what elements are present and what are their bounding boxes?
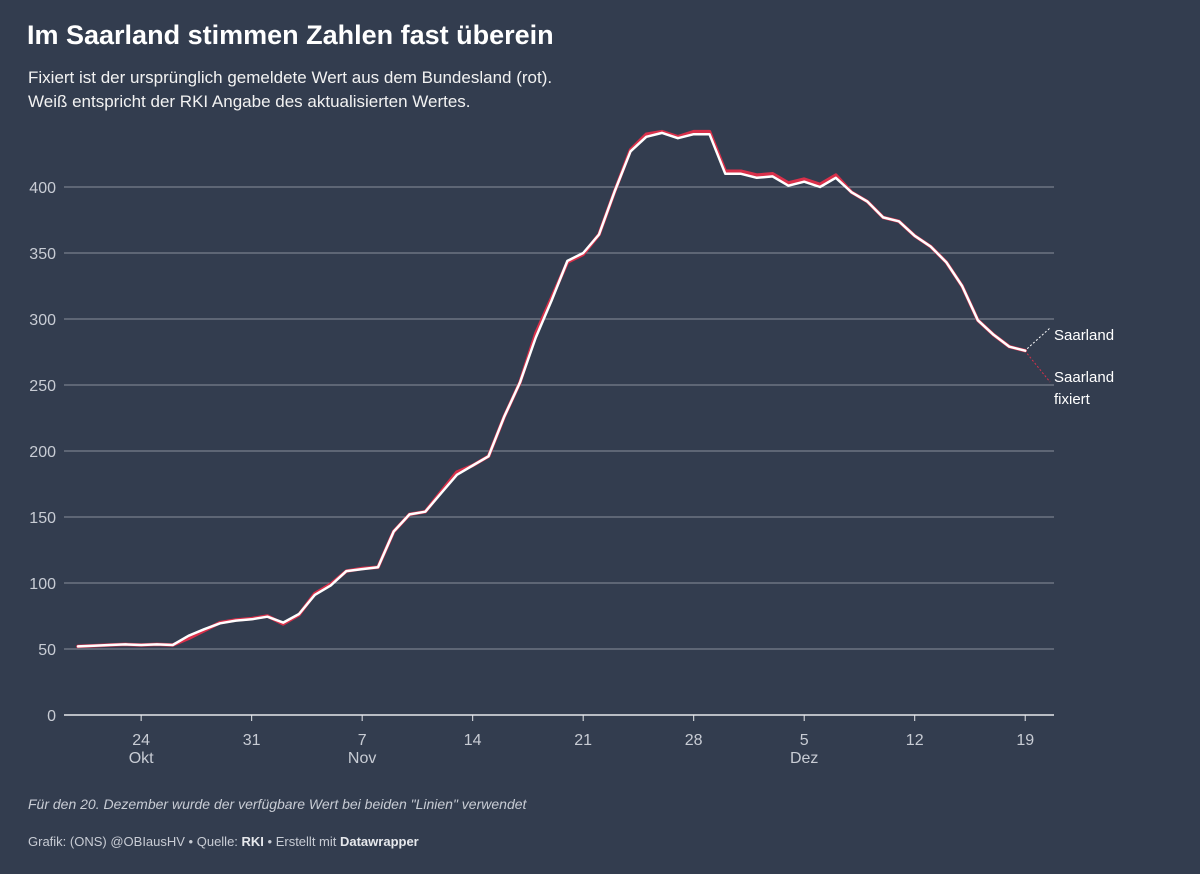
series-label-saarland-fixiert-line1: Saarland [1054, 369, 1114, 386]
x-tick-label-28: 28 [685, 732, 703, 749]
y-tick-label-200: 200 [29, 444, 56, 461]
x-tick-label-24: 24 [132, 732, 150, 749]
x-tick-month-Dez: Dez [790, 750, 818, 767]
label-leader-saarland [1026, 327, 1051, 350]
y-tick-label-50: 50 [38, 642, 56, 659]
x-tick-month-Okt: Okt [129, 750, 154, 767]
footer-tool[interactable]: Datawrapper [339, 834, 419, 849]
y-tick-label-250: 250 [29, 378, 56, 395]
series-line-saarland-fixiert [76, 129, 1027, 649]
series-line-saarland [76, 131, 1027, 648]
chart-footer: Grafik: (ONS) @OBIausHV • Quelle: RKI • … [28, 834, 419, 849]
subtitle-line-1: Fixiert ist der ursprünglich gemeldete W… [28, 68, 553, 87]
subtitle-line-2: Weiß entspricht der RKI Angabe des aktua… [28, 92, 471, 111]
x-tick-label-19: 19 [1016, 732, 1034, 749]
label-leader-saarland-fixiert [1026, 353, 1051, 383]
x-tick-label-12: 12 [906, 732, 924, 749]
chart-subtitle: Fixiert ist der ursprünglich gemeldete W… [28, 66, 1028, 114]
y-tick-label-150: 150 [29, 510, 56, 527]
footer-made-with: • Erstellt mit [263, 834, 340, 849]
y-tick-label-400: 400 [29, 180, 56, 197]
y-tick-label-350: 350 [29, 246, 56, 263]
y-tick-label-100: 100 [29, 576, 56, 593]
series-label-saarland-fixiert-line2: fixiert [1054, 391, 1091, 408]
x-tick-month-Nov: Nov [348, 750, 376, 767]
x-tick-label-7: 7 [358, 732, 367, 749]
chart-note: Für den 20. Dezember wurde der verfügbar… [28, 796, 527, 812]
x-tick-label-5: 5 [800, 732, 809, 749]
footer-source[interactable]: RKI [241, 834, 264, 849]
footer-credit: Grafik: (ONS) @OBIausHV • Quelle: [28, 834, 242, 849]
chart-title: Im Saarland stimmen Zahlen fast überein [27, 20, 554, 50]
x-tick-label-14: 14 [464, 732, 482, 749]
y-tick-label-0: 0 [47, 708, 56, 725]
x-tick-label-21: 21 [574, 732, 592, 749]
series-label-saarland: Saarland [1054, 327, 1114, 344]
y-tick-label-300: 300 [29, 312, 56, 329]
x-tick-label-31: 31 [243, 732, 261, 749]
